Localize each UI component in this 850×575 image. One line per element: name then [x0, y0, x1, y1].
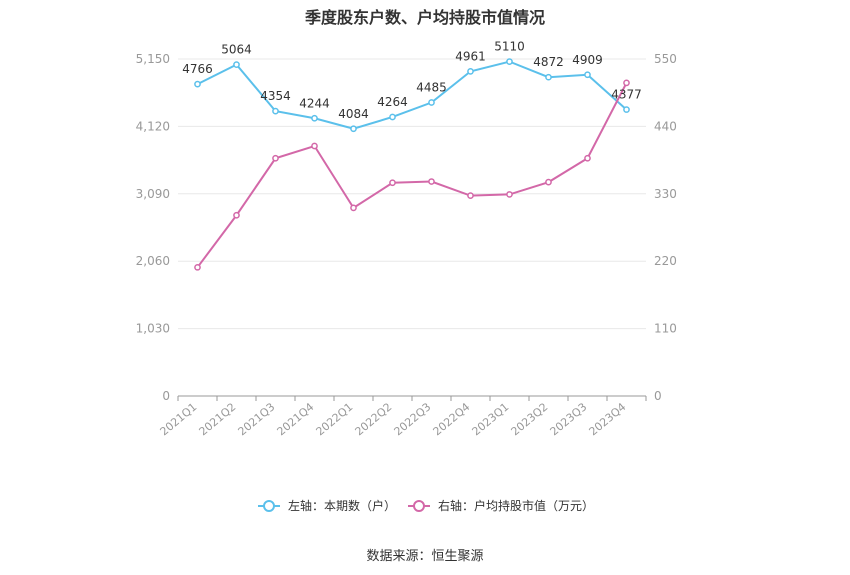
grid-lines [178, 58, 646, 330]
data-point [623, 79, 630, 87]
series-line-right [196, 82, 628, 268]
x-tick-label: 2021Q4 [275, 400, 317, 438]
series-lines [196, 60, 628, 268]
legend-label: 左轴：本期数（户） [288, 498, 396, 513]
data-point [428, 178, 435, 185]
data-point [350, 125, 357, 133]
x-axis-ticks: 2021Q12021Q22021Q32021Q42022Q12022Q22022… [158, 400, 629, 438]
data-point [233, 211, 240, 219]
data-point [467, 68, 474, 75]
right-axis-ticks: 0 110 220 330 440 550 [654, 52, 677, 403]
data-point [233, 61, 240, 68]
x-tick-label: 2023Q1 [470, 400, 512, 438]
data-point [389, 179, 396, 187]
data-label: 4766 [182, 62, 213, 76]
data-point [545, 73, 552, 81]
data-label: 4084 [338, 107, 369, 121]
data-point [194, 80, 201, 88]
right-tick-label: 220 [654, 254, 677, 268]
legend: 左轴：本期数（户） 右轴：户均持股市值（万元） [258, 498, 594, 513]
left-tick-label: 2,060 [136, 254, 170, 268]
x-tick-label: 2022Q4 [431, 400, 473, 438]
series-points [194, 58, 630, 271]
data-point [506, 191, 513, 198]
data-point [311, 142, 318, 150]
data-label: 4354 [260, 89, 291, 103]
source-note: 数据来源：恒生聚源 [366, 549, 484, 564]
data-label: 4485 [416, 81, 447, 95]
data-point [584, 154, 591, 162]
data-point [272, 154, 279, 162]
left-tick-label: 3,090 [136, 187, 170, 201]
x-tick-label: 2021Q2 [197, 400, 239, 438]
data-label: 4377 [611, 88, 642, 102]
legend-marker [263, 500, 275, 512]
x-tick-label: 2023Q3 [548, 400, 590, 438]
left-tick-label: 5,150 [136, 52, 170, 66]
data-point [545, 178, 552, 186]
data-point [311, 114, 318, 122]
data-point [194, 263, 201, 271]
x-tick-label: 2023Q4 [587, 400, 629, 438]
right-tick-label: 0 [654, 389, 662, 403]
data-point [623, 106, 630, 113]
data-label: 4909 [572, 53, 603, 67]
x-tick-label: 2021Q1 [158, 400, 200, 438]
data-label: 5064 [221, 43, 252, 57]
legend-marker [413, 500, 425, 512]
legend-item-left: 左轴：本期数（户） [258, 498, 396, 513]
data-label: 4264 [377, 95, 408, 109]
data-point [506, 58, 513, 65]
data-label: 5110 [494, 40, 525, 54]
chart-title: 季度股东户数、户均持股市值情况 [304, 8, 545, 27]
right-tick-label: 330 [654, 187, 677, 201]
data-point [467, 192, 474, 199]
left-axis-ticks: 0 1,030 2,060 3,090 4,120 5,150 [136, 52, 170, 403]
left-tick-label: 0 [162, 389, 170, 403]
x-tick-label: 2022Q2 [353, 400, 395, 438]
x-tick-label: 2021Q3 [236, 400, 278, 438]
axes [177, 395, 647, 401]
data-point [272, 107, 279, 115]
legend-label: 右轴：户均持股市值（万元） [438, 498, 594, 513]
legend-item-right: 右轴：户均持股市值（万元） [408, 498, 594, 513]
data-point [389, 113, 396, 121]
data-label: 4961 [455, 49, 486, 63]
series-line-left [197, 60, 628, 130]
x-tick-label: 2023Q2 [509, 400, 551, 438]
data-label: 4872 [533, 55, 564, 69]
x-tick-label: 2022Q3 [392, 400, 434, 438]
right-tick-label: 550 [654, 52, 677, 66]
data-point [584, 71, 591, 79]
data-point [350, 204, 357, 212]
data-point [428, 99, 435, 106]
left-tick-label: 1,030 [136, 322, 170, 336]
left-tick-label: 4,120 [136, 119, 170, 133]
right-tick-label: 110 [654, 322, 677, 336]
x-tick-label: 2022Q1 [314, 400, 356, 438]
right-tick-label: 440 [654, 119, 677, 133]
data-labels: 4766 5064 4354 4244 4084 4264 4485 4961 5110 4872… [182, 40, 642, 121]
data-label: 4244 [299, 96, 330, 110]
